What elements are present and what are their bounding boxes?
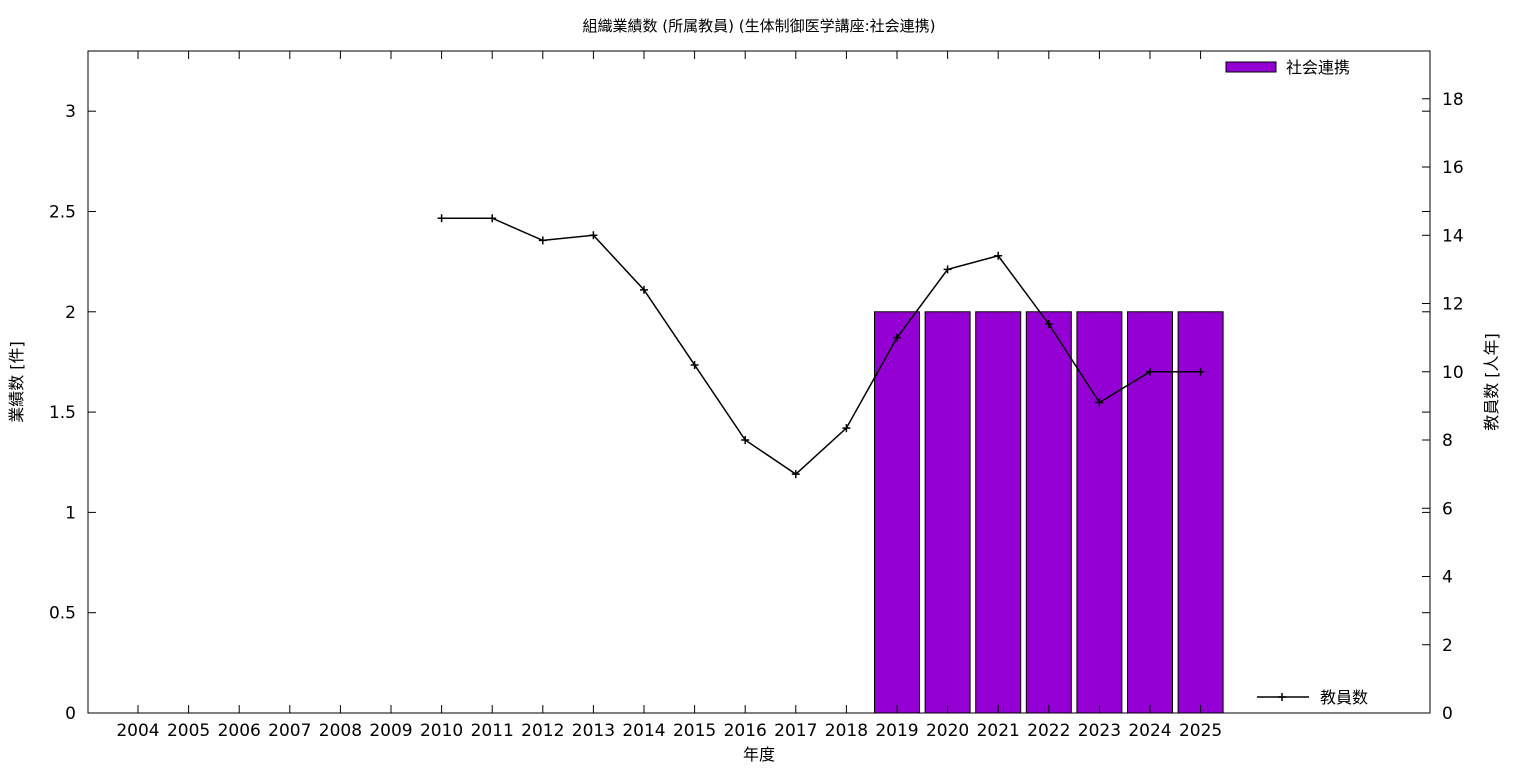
y2-axis-title: 教員数 [人年]: [1482, 333, 1501, 431]
y2-tick-label: 6: [1442, 499, 1453, 519]
y2-tick-label: 10: [1442, 363, 1464, 383]
bar-2020: [924, 311, 971, 714]
y2-tick-label: 4: [1442, 568, 1453, 588]
y-tick-label: 3: [65, 102, 76, 122]
y2-tick-label: 18: [1442, 90, 1464, 110]
x-tick-label-2022: 2022: [1027, 721, 1070, 741]
line-point-2013: [589, 231, 598, 240]
y-tick-label: 2.5: [49, 202, 76, 222]
line-point-2011: [488, 214, 497, 223]
x-tick-label-2018: 2018: [825, 721, 868, 741]
x-tick-label-2008: 2008: [319, 721, 362, 741]
x-tick-label-2017: 2017: [774, 721, 817, 741]
x-tick-label-2013: 2013: [572, 721, 615, 741]
x-tick-label-2020: 2020: [926, 721, 969, 741]
x-tick-label-2009: 2009: [369, 721, 412, 741]
axis-ticks: 0 0.5 1 1.5 2 2.5 3 0 2 4 6 8 10 12 14 16 18 2004 2005 2006…: [49, 51, 1464, 741]
line-point-2014: [640, 285, 648, 294]
x-tick-label-2015: 2015: [673, 721, 716, 741]
y2-tick-label: 8: [1442, 431, 1453, 451]
x-tick-label-2025: 2025: [1179, 721, 1222, 741]
x-tick-label-2006: 2006: [218, 721, 261, 741]
y2-tick-label: 16: [1442, 158, 1464, 178]
line-point-2018: [842, 424, 851, 433]
legend-line: 教員数: [1257, 688, 1368, 707]
bar-2024: [1127, 311, 1173, 714]
y-tick-label: 1.5: [49, 403, 76, 423]
plot-area-frame: [87, 50, 1431, 714]
x-tick-label-2014: 2014: [622, 721, 665, 741]
line-point-2022: [1044, 319, 1053, 328]
bar-2023: [1076, 311, 1123, 714]
x-tick-label-2007: 2007: [268, 721, 311, 741]
x-tick-label-2011: 2011: [471, 721, 514, 741]
y2-tick-label: 2: [1442, 636, 1453, 656]
line-point-2017: [791, 470, 800, 479]
line-point-2024: [1146, 367, 1154, 376]
x-tick-label-2021: 2021: [977, 721, 1020, 741]
line-point-2020: [943, 265, 952, 274]
legend-line-label: 教員数: [1320, 688, 1368, 707]
line-point-2012: [538, 236, 547, 245]
bar-2021: [975, 311, 1022, 714]
legend-bar-swatch: [1225, 61, 1277, 73]
line-point-2010: [437, 214, 446, 223]
x-tick-label-2016: 2016: [724, 721, 767, 741]
legend-bar-label: 社会連携: [1286, 58, 1350, 77]
line-series-path: [441, 217, 1201, 476]
bar-2019: [874, 311, 920, 714]
legend-line-marker: [1278, 693, 1286, 701]
x-axis-title: 年度: [743, 745, 775, 764]
x-tick-label-2019: 2019: [875, 721, 918, 741]
line-point-2025: [1196, 367, 1205, 376]
line-point-2016: [741, 436, 750, 445]
x-tick-label-2005: 2005: [167, 721, 210, 741]
line-point-2015: [690, 360, 699, 369]
y-tick-label: 2: [65, 303, 76, 323]
legend-bar: 社会連携: [1225, 58, 1350, 77]
line-point-2023: [1095, 398, 1104, 407]
x-tick-label-2010: 2010: [420, 721, 463, 741]
y2-tick-label: 12: [1442, 295, 1464, 315]
chart-title: 組織業績数 (所属教員) (生体制御医学講座:社会連携): [582, 17, 935, 35]
y2-tick-label: 14: [1442, 226, 1464, 246]
line-point-2019: [893, 333, 901, 342]
y-axis-title: 業績数 [件]: [7, 341, 26, 423]
y-tick-label: 0.5: [49, 604, 76, 624]
y-tick-label: 1: [65, 503, 76, 523]
x-tick-label-2023: 2023: [1078, 721, 1121, 741]
x-tick-label-2012: 2012: [521, 721, 564, 741]
y-tick-label: 0: [65, 704, 76, 724]
x-tick-label-2004: 2004: [116, 721, 159, 741]
y2-tick-label: 0: [1442, 704, 1453, 724]
x-tick-label-2024: 2024: [1128, 721, 1171, 741]
line-point-2021: [994, 251, 1003, 260]
line-series: [437, 214, 1205, 479]
bar-2022: [1025, 311, 1072, 714]
